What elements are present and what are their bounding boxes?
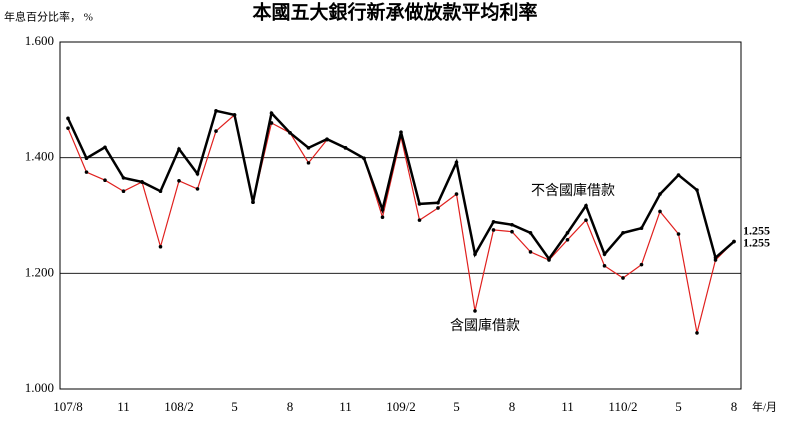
x-tick-label: 8 [509, 399, 516, 414]
data-point [658, 209, 662, 214]
data-point [66, 116, 70, 121]
data-point [565, 231, 570, 235]
data-point [491, 220, 496, 224]
data-point [306, 146, 311, 150]
data-point [695, 188, 699, 192]
data-point [380, 207, 385, 212]
data-point [306, 161, 311, 165]
data-point [473, 252, 477, 257]
data-point [103, 178, 107, 183]
x-tick-label: 8 [731, 399, 738, 414]
data-point [639, 226, 644, 231]
data-point [528, 250, 533, 254]
data-point [84, 156, 89, 161]
data-point [547, 257, 551, 261]
plot-frame [59, 41, 742, 390]
x-tick-label: 8 [287, 399, 294, 414]
data-point [195, 187, 200, 191]
data-point [713, 255, 718, 260]
data-point [380, 215, 385, 220]
data-point [288, 130, 292, 135]
data-point [621, 231, 625, 235]
y-tick-label: 1.400 [25, 149, 54, 164]
data-point [121, 189, 126, 194]
data-point [491, 228, 496, 232]
chart-title: 本國五大銀行新承做放款平均利率 [252, 0, 537, 23]
data-point [658, 192, 662, 196]
data-point [473, 309, 477, 313]
series-label: 含國庫借款 [450, 317, 520, 334]
data-point [269, 111, 274, 115]
end-value-label: 1.255 [743, 223, 770, 237]
x-tick-label: 109/2 [386, 399, 416, 414]
data-point [399, 130, 403, 135]
data-point [343, 146, 348, 150]
data-point [436, 200, 440, 205]
data-point [510, 222, 514, 227]
data-point [676, 232, 681, 236]
data-point [454, 160, 459, 165]
data-point [417, 202, 422, 206]
data-point [158, 244, 163, 249]
data-point [584, 218, 588, 222]
data-point [66, 126, 70, 130]
data-point [84, 170, 89, 174]
data-point [121, 176, 126, 180]
data-point [158, 189, 163, 194]
data-point [621, 276, 625, 280]
data-point [251, 200, 255, 204]
data-point [177, 147, 181, 151]
x-axis-label: 年/月 [752, 400, 777, 414]
data-point [140, 180, 144, 184]
y-tick-label: 1.200 [25, 264, 54, 279]
end-value-label: 1.255 [743, 235, 770, 249]
x-tick-label: 5 [231, 399, 238, 414]
x-tick-label: 11 [117, 399, 130, 414]
data-point [436, 206, 440, 210]
data-point [214, 109, 218, 113]
data-point [103, 145, 107, 150]
data-point [417, 218, 422, 222]
series-label: 不含國庫借款 [531, 182, 615, 199]
data-point [676, 173, 681, 177]
x-tick-label: 107/8 [53, 399, 83, 414]
data-point [695, 331, 699, 335]
y-tick-label: 1.600 [25, 33, 54, 48]
data-point [528, 231, 533, 235]
x-tick-label: 5 [675, 399, 682, 414]
data-point [602, 264, 607, 268]
y-axis-label: 年息百分比率， % [4, 10, 93, 24]
data-point [732, 239, 736, 244]
data-point [325, 137, 329, 141]
x-tick-label: 11 [561, 399, 574, 414]
data-point [214, 129, 218, 133]
data-point [584, 203, 588, 208]
x-tick-label: 11 [339, 399, 352, 414]
x-tick-label: 108/2 [164, 399, 194, 414]
data-point [639, 262, 644, 267]
data-point [362, 156, 366, 161]
data-point [177, 179, 181, 183]
x-tick-label: 5 [453, 399, 460, 414]
series-line [67, 113, 735, 334]
data-point [195, 172, 200, 176]
x-tick-label: 110/2 [608, 399, 637, 414]
y-tick-label: 1.000 [25, 380, 54, 395]
data-point [232, 113, 237, 117]
data-point [510, 229, 514, 234]
data-point [565, 237, 570, 242]
data-point [602, 252, 607, 257]
data-point [454, 192, 459, 196]
